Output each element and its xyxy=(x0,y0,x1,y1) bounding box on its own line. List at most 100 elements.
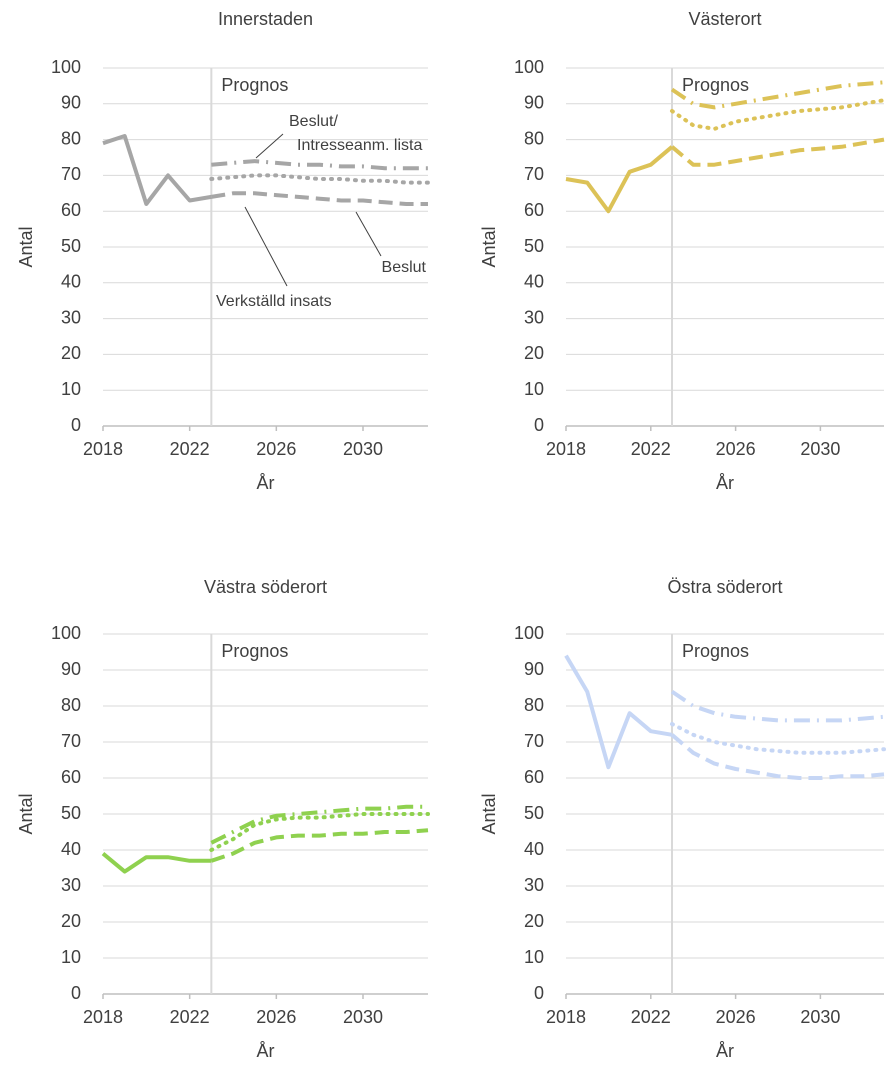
series-line xyxy=(670,689,885,723)
panel: Västra söderortAntalÅr010203040506070809… xyxy=(16,577,430,1061)
annotation: Beslut xyxy=(382,259,427,276)
y-tick-label: 100 xyxy=(514,623,544,643)
y-tick-label: 80 xyxy=(61,695,81,715)
annotation: Verkställd insats xyxy=(216,293,332,310)
y-tick-label: 90 xyxy=(524,659,544,679)
y-tick-label: 50 xyxy=(524,803,544,823)
series-line xyxy=(670,722,886,755)
y-tick-label: 100 xyxy=(51,57,81,77)
series-line xyxy=(211,159,428,171)
y-tick-label: 60 xyxy=(524,200,544,220)
x-tick-label: 2030 xyxy=(800,439,840,459)
y-tick-label: 10 xyxy=(524,379,544,399)
forecast-label: Prognos xyxy=(682,75,749,95)
y-tick-label: 40 xyxy=(524,839,544,859)
x-tick-label: 2022 xyxy=(170,439,210,459)
panel-title: Västra söderort xyxy=(204,577,327,597)
panel-title: Östra söderort xyxy=(667,577,782,597)
y-axis-label: Antal xyxy=(479,226,499,267)
series-line xyxy=(565,145,674,214)
y-tick-label: 40 xyxy=(524,272,544,292)
series-line xyxy=(564,654,673,770)
annotation-leader xyxy=(255,133,284,159)
x-tick-label: 2018 xyxy=(546,439,586,459)
panel: VästerortAntalÅr010203040506070809010020… xyxy=(479,9,886,493)
panel: InnerstadenAntalÅr0102030405060708090100… xyxy=(16,9,430,493)
y-tick-label: 20 xyxy=(524,911,544,931)
y-tick-label: 50 xyxy=(61,236,81,256)
y-tick-label: 20 xyxy=(524,343,544,363)
y-tick-label: 10 xyxy=(61,947,81,967)
x-axis-label: År xyxy=(716,473,734,493)
y-tick-label: 70 xyxy=(61,164,81,184)
y-tick-label: 90 xyxy=(61,659,81,679)
y-tick-label: 0 xyxy=(71,415,81,435)
x-axis-label: År xyxy=(716,1041,734,1061)
y-axis-label: Antal xyxy=(16,226,36,267)
series-line xyxy=(210,191,428,206)
x-tick-label: 2018 xyxy=(83,439,123,459)
y-tick-label: 60 xyxy=(61,200,81,220)
x-tick-label: 2026 xyxy=(716,1007,756,1027)
y-tick-label: 80 xyxy=(524,128,544,148)
annotation-leader xyxy=(355,211,382,257)
y-tick-label: 80 xyxy=(61,128,81,148)
x-axis-label: År xyxy=(257,1041,275,1061)
x-tick-label: 2030 xyxy=(343,439,383,459)
x-tick-label: 2022 xyxy=(631,1007,671,1027)
x-tick-label: 2026 xyxy=(716,439,756,459)
series-line xyxy=(101,852,212,874)
series-line xyxy=(670,80,885,110)
y-tick-label: 20 xyxy=(61,911,81,931)
series-line xyxy=(670,733,885,780)
y-tick-label: 60 xyxy=(524,767,544,787)
y-tick-label: 90 xyxy=(524,93,544,113)
annotation: Beslut/ xyxy=(289,113,338,130)
x-tick-label: 2022 xyxy=(170,1007,210,1027)
y-tick-label: 0 xyxy=(71,983,81,1003)
y-tick-label: 30 xyxy=(61,307,81,327)
forecast-label: Prognos xyxy=(221,641,288,661)
series-line xyxy=(209,173,430,185)
y-tick-label: 50 xyxy=(61,803,81,823)
y-tick-label: 30 xyxy=(524,307,544,327)
y-tick-label: 90 xyxy=(61,93,81,113)
y-tick-label: 80 xyxy=(524,695,544,715)
y-axis-label: Antal xyxy=(479,793,499,834)
y-tick-label: 50 xyxy=(524,236,544,256)
x-tick-label: 2018 xyxy=(83,1007,123,1027)
y-tick-label: 70 xyxy=(524,164,544,184)
x-axis-label: År xyxy=(257,473,275,493)
panel: Östra söderortAntalÅr0102030405060708090… xyxy=(479,577,886,1061)
series-line xyxy=(210,804,428,845)
x-tick-label: 2018 xyxy=(546,1007,586,1027)
y-tick-label: 70 xyxy=(61,731,81,751)
panel-title: Innerstaden xyxy=(218,9,313,29)
series-line xyxy=(210,828,429,863)
series-line xyxy=(670,137,885,167)
y-tick-label: 10 xyxy=(61,379,81,399)
y-tick-label: 10 xyxy=(524,947,544,967)
annotation-leader xyxy=(244,206,288,287)
y-tick-label: 40 xyxy=(61,839,81,859)
y-tick-label: 70 xyxy=(524,731,544,751)
y-tick-label: 0 xyxy=(534,415,544,435)
x-tick-label: 2026 xyxy=(256,439,296,459)
y-tick-label: 30 xyxy=(524,875,544,895)
y-tick-label: 100 xyxy=(51,623,81,643)
y-tick-label: 0 xyxy=(534,983,544,1003)
y-tick-label: 40 xyxy=(61,272,81,292)
series-line xyxy=(102,134,212,206)
series-line xyxy=(670,98,886,131)
panel-title: Västerort xyxy=(688,9,761,29)
x-tick-label: 2026 xyxy=(256,1007,296,1027)
x-tick-label: 2030 xyxy=(800,1007,840,1027)
x-tick-label: 2022 xyxy=(631,439,671,459)
x-tick-label: 2030 xyxy=(343,1007,383,1027)
y-tick-label: 60 xyxy=(61,767,81,787)
forecast-label: Prognos xyxy=(221,75,288,95)
y-tick-label: 20 xyxy=(61,343,81,363)
y-tick-label: 30 xyxy=(61,875,81,895)
forecast-label: Prognos xyxy=(682,641,749,661)
